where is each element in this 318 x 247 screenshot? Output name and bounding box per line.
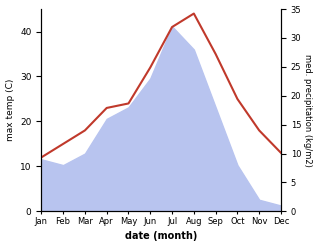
Y-axis label: max temp (C): max temp (C)	[5, 79, 15, 141]
X-axis label: date (month): date (month)	[125, 231, 197, 242]
Y-axis label: med. precipitation (kg/m2): med. precipitation (kg/m2)	[303, 54, 313, 167]
